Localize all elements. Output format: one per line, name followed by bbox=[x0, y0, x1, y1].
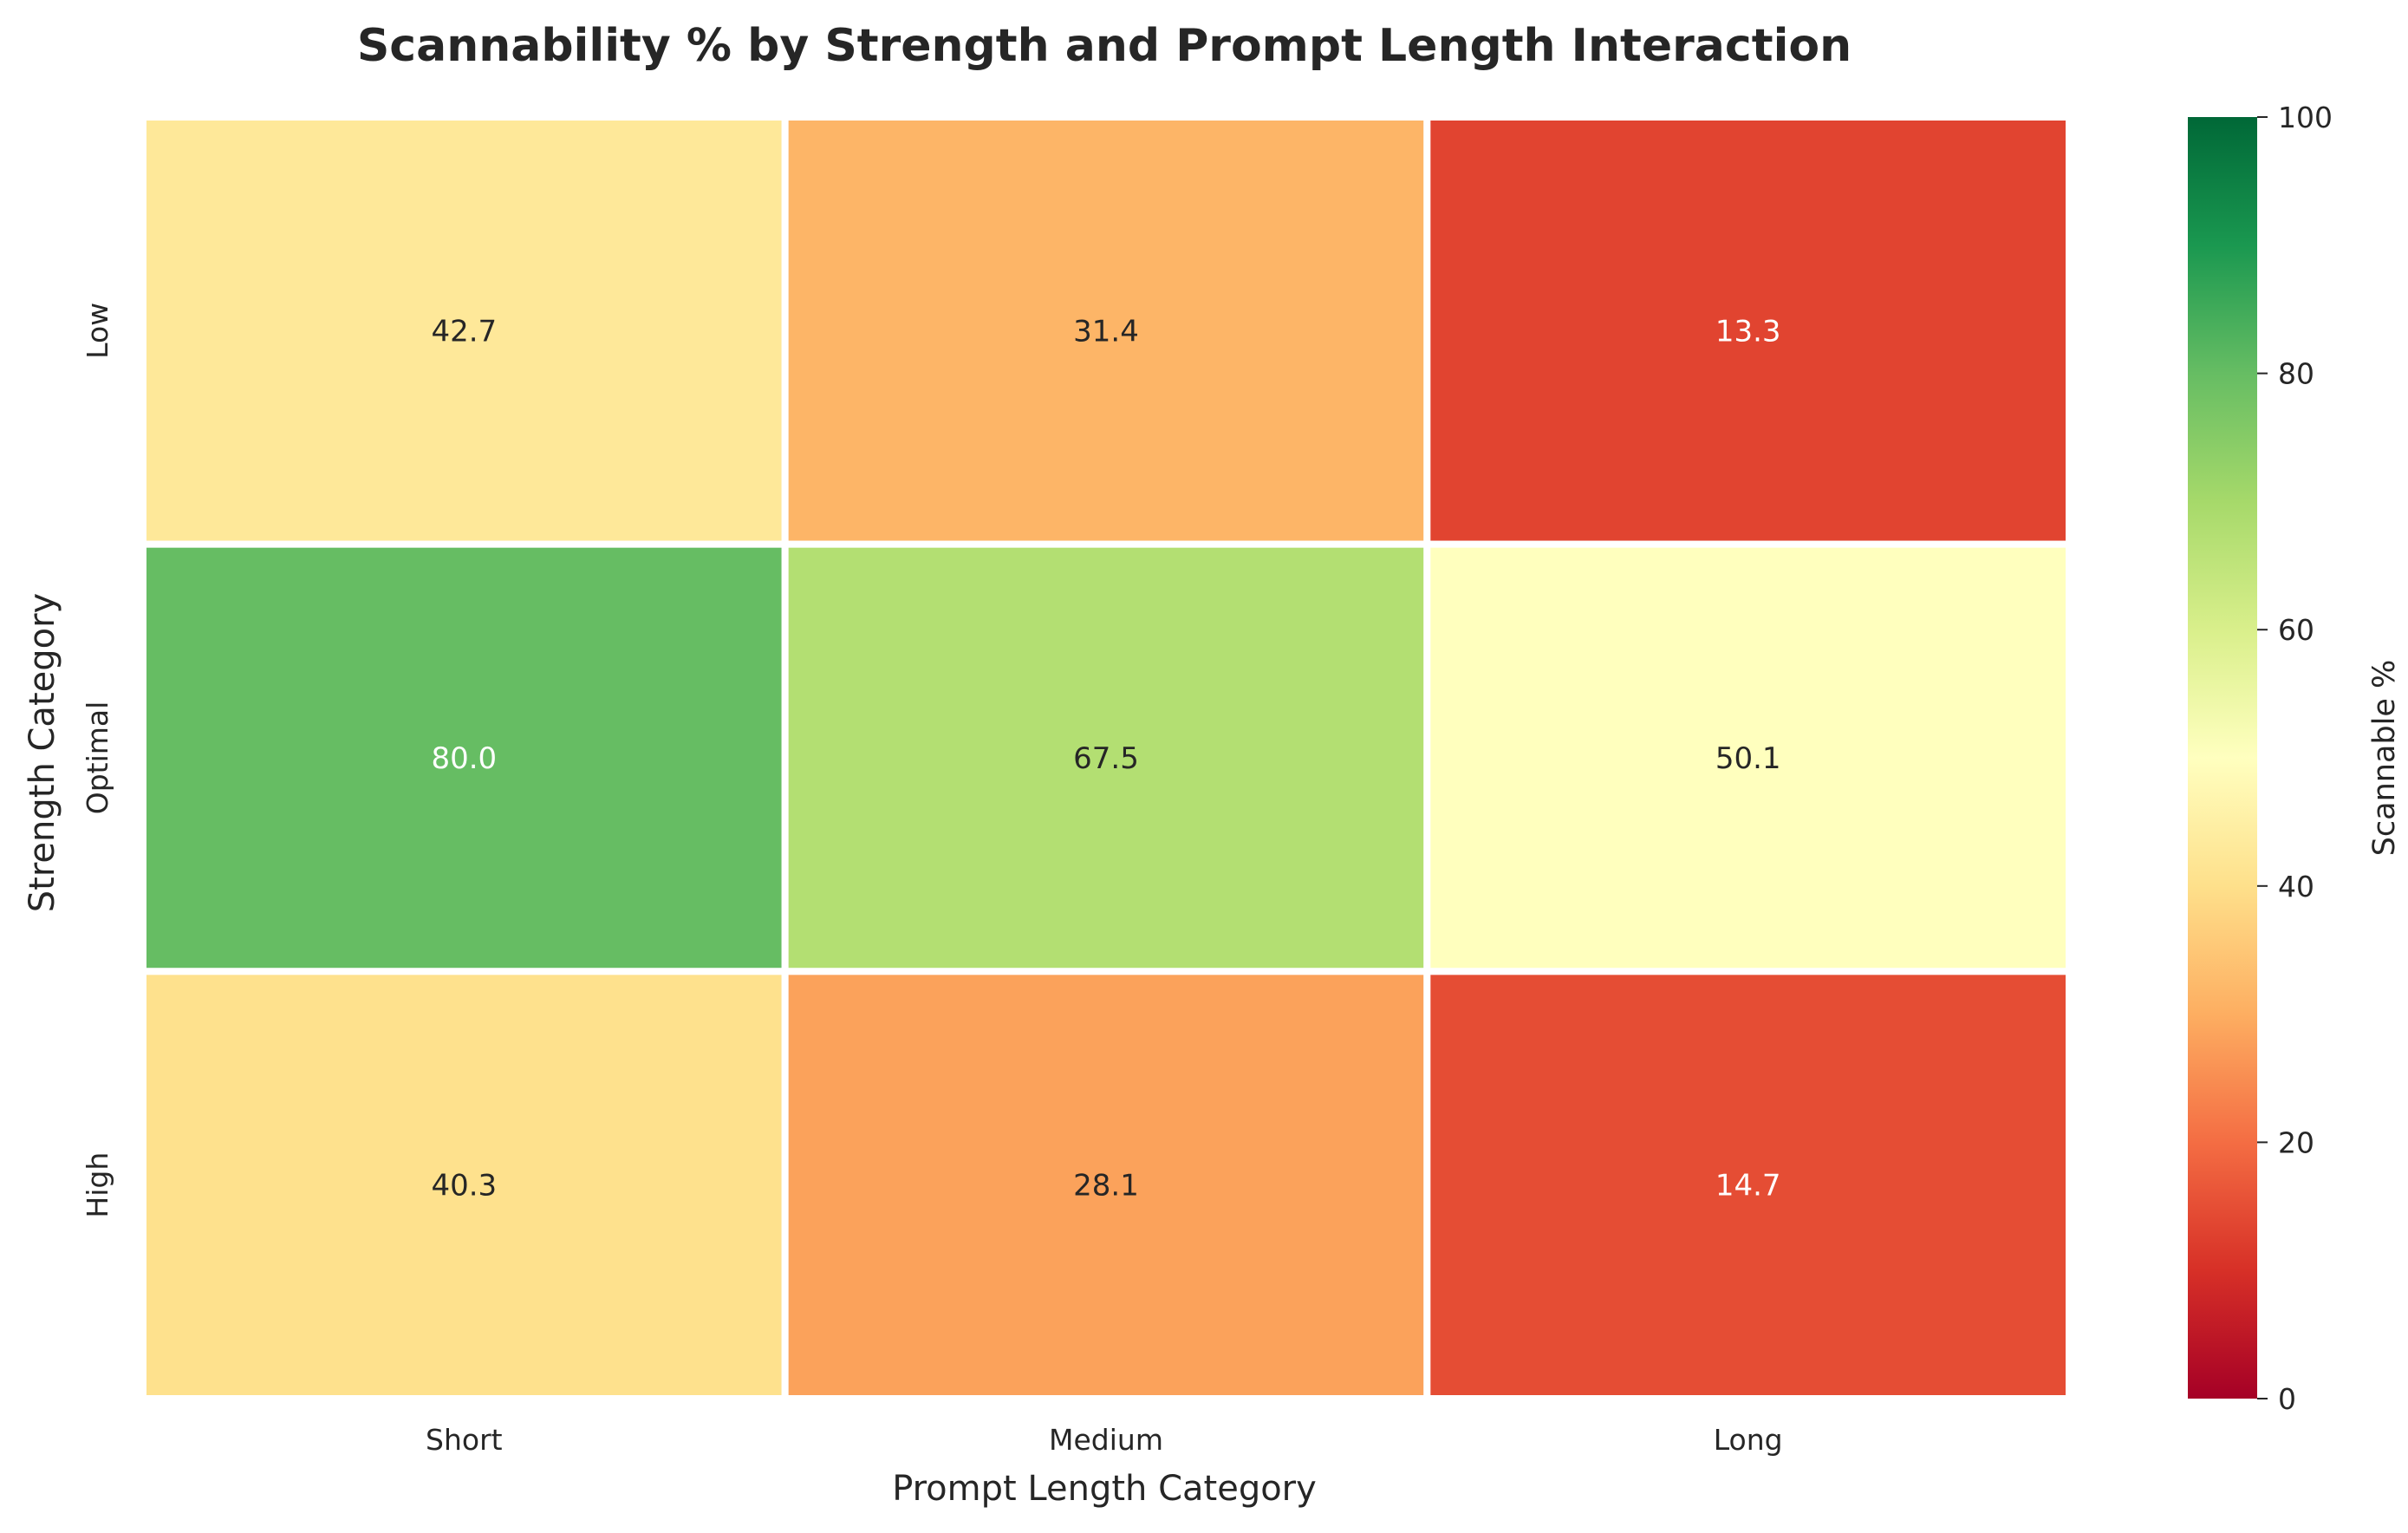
x-tick-label-medium: Medium bbox=[1049, 1423, 1163, 1457]
y-tick-label-optimal: Optimal bbox=[81, 701, 114, 815]
cell-value-label: 50.1 bbox=[1715, 741, 1781, 776]
y-tick-label-high: High bbox=[81, 1152, 114, 1218]
cell-value-label: 40.3 bbox=[431, 1169, 497, 1204]
heatmap-cell-high-medium bbox=[781, 968, 1431, 1403]
y-tick-labels: Low Optimal High bbox=[81, 303, 114, 1218]
colorbar-tick-label: 60 bbox=[2278, 613, 2314, 647]
heatmap-cell-low-short bbox=[140, 114, 789, 548]
cell-value-label: 14.7 bbox=[1715, 1169, 1781, 1204]
heatmap-cells: 42.7 31.4 13.3 80.0 67.5 50.1 40.3 28.1 14.7 bbox=[140, 114, 2073, 1403]
x-tick-label-long: Long bbox=[1714, 1423, 1783, 1457]
heatmap-cell-high-long bbox=[1423, 968, 2073, 1403]
heatmap-cell-optimal-long bbox=[1423, 540, 2073, 975]
heatmap-cell-high-short bbox=[140, 968, 789, 1403]
cell-value-label: 80.0 bbox=[431, 741, 497, 776]
heatmap-cell-low-medium bbox=[781, 114, 1431, 548]
colorbar-tick-label: 100 bbox=[2278, 101, 2333, 134]
heatmap-cell-optimal-medium bbox=[781, 540, 1431, 975]
colorbar-tick-label: 40 bbox=[2278, 870, 2314, 903]
cell-value-label: 13.3 bbox=[1715, 314, 1781, 349]
colorbar-ticks: 0 20 40 60 80 100 bbox=[2257, 101, 2333, 1416]
x-tick-labels: Short Medium Long bbox=[426, 1423, 1783, 1457]
colorbar-label: Scannable % bbox=[2367, 660, 2402, 857]
heatmap-cell-optimal-short bbox=[140, 540, 789, 975]
colorbar bbox=[2188, 117, 2257, 1399]
cell-value-label: 28.1 bbox=[1073, 1169, 1139, 1204]
colorbar-tick-label: 0 bbox=[2278, 1382, 2296, 1416]
x-tick-label-short: Short bbox=[426, 1423, 503, 1457]
cell-value-label: 31.4 bbox=[1073, 314, 1139, 349]
x-axis-label: Prompt Length Category bbox=[892, 1469, 1317, 1509]
y-axis-label: Strength Category bbox=[23, 593, 62, 912]
colorbar-tick-label: 80 bbox=[2278, 357, 2314, 391]
chart-title: Scannability % by Strength and Prompt Le… bbox=[357, 20, 1852, 72]
cell-value-label: 42.7 bbox=[431, 314, 497, 349]
colorbar-tick-label: 20 bbox=[2278, 1125, 2314, 1159]
cell-value-label: 67.5 bbox=[1073, 741, 1139, 776]
heatmap-cell-low-long bbox=[1423, 114, 2073, 548]
y-tick-label-low: Low bbox=[81, 303, 114, 359]
